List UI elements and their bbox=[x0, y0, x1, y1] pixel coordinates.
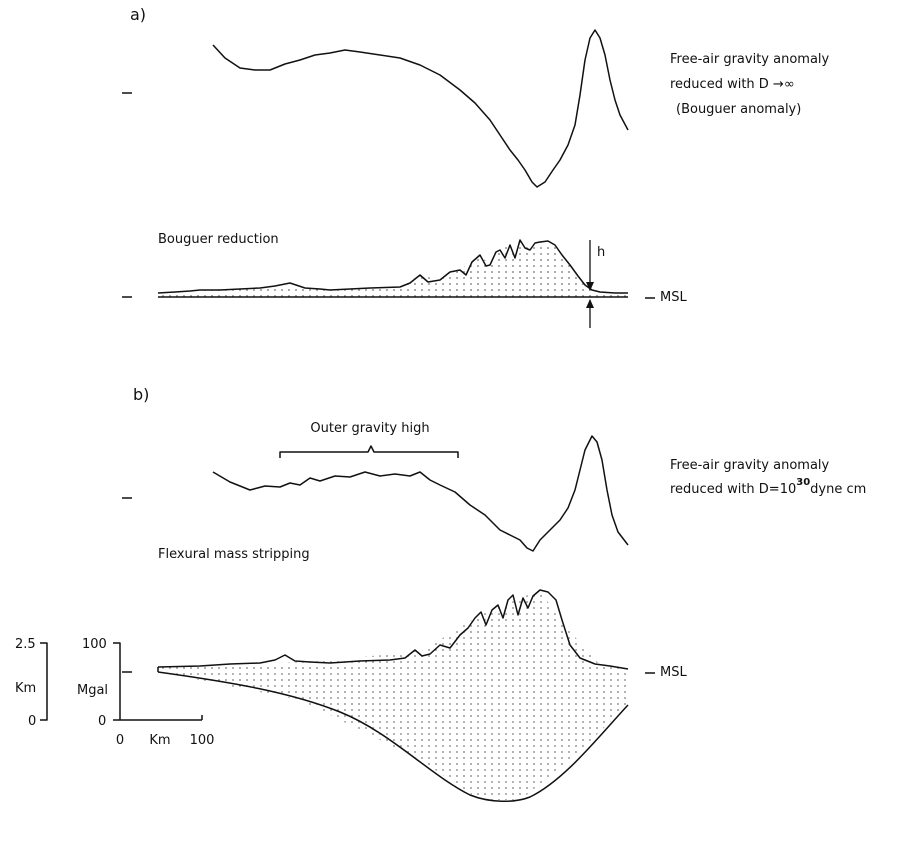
arrowhead bbox=[586, 299, 594, 308]
km-scale-bar bbox=[40, 642, 48, 721]
caption: Free-air gravity anomaly bbox=[670, 458, 830, 473]
scale-bars: 2.5 Km 0 100 Mgal 0 0 Km 100 bbox=[15, 637, 214, 748]
panel-b: b) Outer gravity high Free-air gravity a… bbox=[122, 385, 866, 802]
scale-unit: Mgal bbox=[77, 683, 108, 698]
caption-suffix: dyne cm bbox=[810, 482, 866, 497]
reduction-label: Bouguer reduction bbox=[158, 232, 279, 247]
scale-label: 0 bbox=[98, 714, 106, 729]
anomaly-curve bbox=[212, 435, 629, 552]
flexure-curve bbox=[157, 671, 629, 802]
scale-label: 100 bbox=[190, 733, 215, 748]
mass-fill bbox=[158, 240, 628, 297]
caption-prefix: reduced with D=10 bbox=[670, 482, 796, 497]
mass-fill bbox=[158, 590, 628, 800]
scale-label: 100 bbox=[82, 637, 107, 652]
scale-unit: Km bbox=[15, 681, 36, 696]
caption: Free-air gravity anomaly bbox=[670, 52, 830, 67]
anomaly-curve bbox=[212, 29, 629, 188]
caption-exponent: 30 bbox=[796, 477, 810, 488]
panel-label: a) bbox=[130, 5, 146, 24]
bracket bbox=[279, 445, 459, 458]
topography-curve bbox=[157, 589, 629, 670]
panel-label: b) bbox=[133, 385, 149, 404]
reduction-label: Flexural mass stripping bbox=[158, 547, 310, 562]
bracket-label: Outer gravity high bbox=[310, 421, 429, 436]
scale-unit: Km bbox=[149, 733, 170, 748]
scale-label: 2.5 bbox=[15, 637, 36, 652]
mgal-scale-bar bbox=[113, 642, 203, 721]
h-label: h bbox=[597, 245, 605, 260]
msl-label: MSL bbox=[660, 290, 687, 305]
scale-label: 0 bbox=[28, 714, 36, 729]
panel-a: a) Free-air gravity anomaly reduced with… bbox=[122, 5, 830, 328]
caption: reduced with D →∞ bbox=[670, 77, 795, 92]
arrowhead bbox=[586, 282, 594, 291]
caption: (Bouguer anomaly) bbox=[676, 102, 801, 117]
scale-label: 0 bbox=[116, 733, 124, 748]
msl-label: MSL bbox=[660, 665, 687, 680]
topography-curve bbox=[157, 239, 628, 294]
caption: reduced with D=1030dyne cm bbox=[670, 477, 866, 497]
